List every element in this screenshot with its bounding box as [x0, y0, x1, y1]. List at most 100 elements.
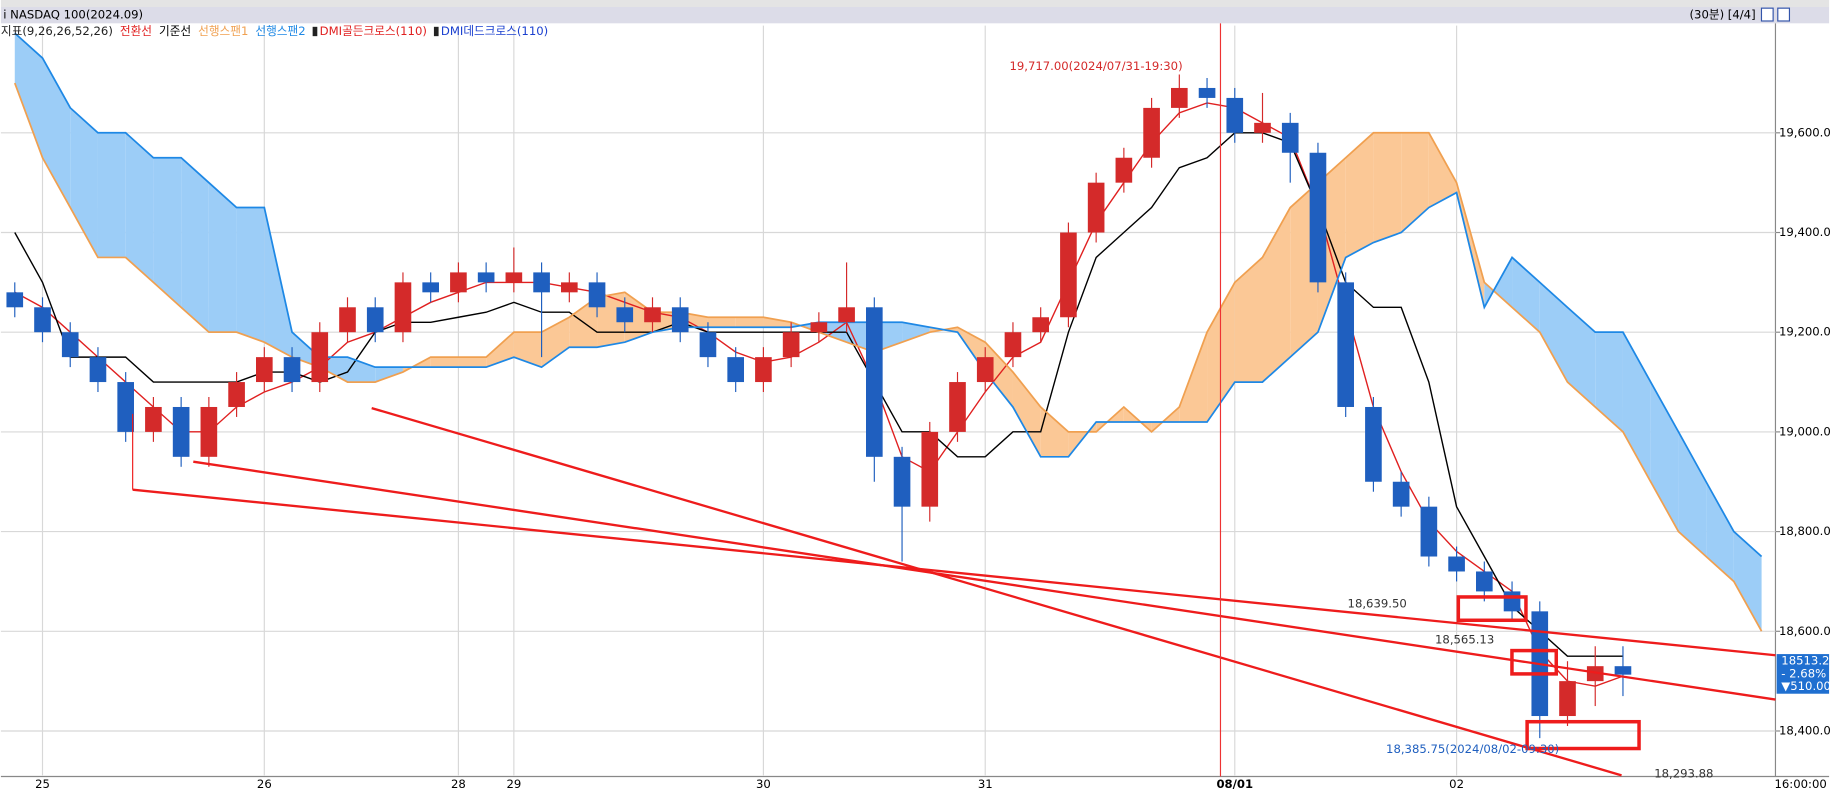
trendlines	[132, 406, 1776, 777]
candle-body	[616, 307, 634, 323]
candle-body	[145, 406, 162, 432]
candles	[6, 74, 1632, 739]
candle-body	[311, 332, 329, 383]
cloud-segment	[1539, 282, 1568, 383]
candle-body	[949, 382, 966, 432]
cloud-segment	[1512, 257, 1540, 333]
candle-body	[1060, 232, 1077, 318]
candle-body	[921, 431, 939, 507]
cloud-segment	[1706, 481, 1734, 582]
candle-body	[755, 357, 772, 383]
candle-body	[117, 382, 135, 432]
time-label: 16:00:00	[1774, 777, 1826, 791]
window-button[interactable]	[1760, 7, 1774, 22]
candle-body	[1586, 666, 1604, 682]
candle-body	[1226, 97, 1244, 133]
x-tick-label: 30	[756, 777, 771, 791]
candle-body	[838, 307, 855, 323]
toolbar	[0, 0, 1830, 7]
cloud-segment	[1733, 531, 1762, 632]
cloud-segment	[125, 132, 154, 283]
cloud-segment	[1262, 207, 1291, 383]
candle-body	[561, 282, 578, 293]
cloud-segment	[541, 317, 570, 368]
candle-body	[34, 307, 51, 333]
annotation: 19,717.00(2024/07/31-19:30)	[1009, 59, 1182, 73]
period: (30분) [4/4]	[1690, 8, 1756, 22]
candle-body	[866, 307, 883, 457]
cloud-segment	[1040, 406, 1069, 457]
candle-body	[1004, 332, 1022, 358]
candle-body	[1254, 122, 1271, 133]
cloud-segment	[375, 367, 403, 383]
candle-body	[1614, 666, 1632, 675]
candle-body	[1281, 122, 1299, 153]
legend-item: 기준선	[159, 24, 191, 38]
annotation: 18,565.13	[1435, 633, 1494, 647]
y-tick-label: 18,600.00	[1779, 624, 1830, 638]
candle-body	[6, 292, 24, 308]
y-tick-label: 19,000.00	[1779, 424, 1830, 438]
candle-body	[533, 272, 550, 293]
candle-body	[1032, 317, 1050, 333]
candle-body	[1337, 282, 1355, 407]
legend-item: 지표(9,26,26,52,26)	[1, 24, 113, 38]
cloud-segment	[264, 207, 293, 358]
legend-item: 선행스팬2	[255, 24, 305, 38]
y-tick-label: 19,600.00	[1779, 125, 1830, 139]
cloud-segment	[707, 317, 736, 328]
candle-body	[1420, 506, 1438, 557]
cloud-segment	[236, 207, 265, 343]
highlight-box	[1456, 595, 1528, 623]
y-tick-label: 19,400.00	[1779, 225, 1830, 239]
trendline	[132, 488, 1776, 657]
candle-body	[588, 282, 606, 308]
legend-item: 전환선	[120, 24, 152, 38]
cloud-segment	[1428, 132, 1457, 208]
candle-body	[699, 332, 717, 358]
legend-item: DMI골든크로스(110)	[320, 24, 427, 38]
indicator-lines	[13, 32, 1763, 687]
indicator-line	[14, 32, 1763, 558]
title-bar	[0, 6, 1830, 24]
y-tick-label: 18,400.00	[1779, 723, 1830, 737]
legend-swatch	[433, 26, 439, 37]
last-price: 18513.25	[1781, 654, 1830, 668]
candle-body	[200, 406, 218, 457]
candle-body	[727, 357, 745, 383]
x-tick-label: 31	[978, 777, 993, 791]
indicator-line	[13, 82, 1763, 632]
candle-body	[228, 382, 245, 407]
cloud-segment	[1567, 307, 1596, 407]
cloud-segment	[458, 357, 487, 368]
x-tick-label: 25	[35, 777, 50, 791]
candle-body	[450, 272, 467, 293]
candle-body	[810, 322, 828, 333]
candle-body	[1115, 157, 1133, 183]
candle-body	[1503, 591, 1521, 612]
candle-body	[477, 272, 495, 283]
grid	[0, 25, 1781, 776]
candle-body	[782, 332, 800, 358]
annotation: 18,639.50	[1348, 596, 1407, 610]
x-tick-label: 29	[506, 777, 521, 791]
cloud-segment	[70, 107, 98, 258]
window-button[interactable]	[1777, 7, 1791, 22]
cloud-segment	[347, 357, 376, 383]
candle-body	[1448, 556, 1465, 572]
candle-body	[339, 307, 356, 333]
candle-body	[1087, 182, 1105, 233]
x-tick-label: 02	[1449, 777, 1464, 791]
cloud-segment	[208, 182, 237, 333]
candle-body	[1171, 87, 1188, 108]
cloud-segment	[42, 58, 71, 208]
candle-body	[1476, 571, 1493, 592]
candle-body	[283, 357, 301, 383]
cloud-segment	[902, 322, 930, 343]
highlight-box	[1525, 719, 1641, 751]
cloud-segment	[1345, 132, 1374, 258]
cloud-segment	[14, 33, 43, 158]
cloud-segment	[735, 317, 764, 328]
